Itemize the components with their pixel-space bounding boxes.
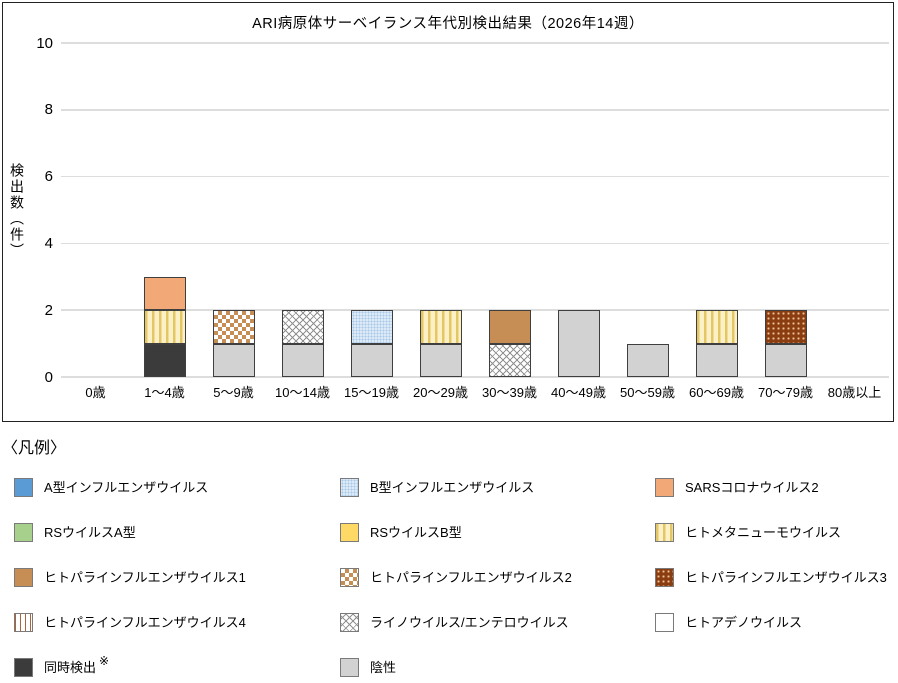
legend-swatch-negative — [340, 658, 359, 677]
gridline-y-0 — [61, 376, 889, 378]
y-tick-label: 6 — [44, 168, 53, 186]
legend-swatch-rsv-a — [14, 523, 33, 542]
legend-label: A型インフルエンザウイルス — [44, 480, 209, 495]
legend-label: ライノウイルス/エンテロウイルス — [370, 615, 569, 630]
legend-label: ヒトパラインフルエンザウイルス4 — [44, 615, 246, 630]
bar-segment-flu-b — [350, 310, 393, 344]
bar-segment-piv3 — [764, 310, 807, 344]
legend-swatch-adeno — [655, 613, 674, 632]
bar-segment-negative — [764, 343, 807, 377]
y-tick-label: 10 — [36, 34, 53, 52]
bar-segment-negative — [212, 343, 255, 377]
chart-area: ARI病原体サーベイランス年代別検出結果（2026年14週） 検出数（件） 0 2… — [2, 2, 894, 422]
legend-swatch-flu-b — [340, 478, 359, 497]
bar-segment-negative — [281, 343, 324, 377]
bar-segment-piv1 — [488, 310, 531, 344]
x-tick-label: 5～9歳 — [213, 385, 254, 400]
x-tick-label: 15～19歳 — [344, 385, 399, 400]
legend-swatch-co-detection — [14, 658, 33, 677]
bar-segment-negative — [419, 343, 462, 377]
legend-label: 同時検出 ※ — [44, 654, 110, 675]
x-tick-label: 80歳以上 — [827, 385, 882, 400]
legend-swatch-piv3 — [655, 568, 674, 587]
bar-segment-co-detection — [143, 343, 186, 377]
y-tick-label: 4 — [44, 234, 53, 252]
x-tick-label: 10～14歳 — [275, 385, 330, 400]
legend-note-mark: ※ — [99, 654, 110, 668]
legend-swatch-hmpv — [655, 523, 674, 542]
legend-label: 陰性 — [370, 660, 397, 675]
bar-segment-negative — [695, 343, 738, 377]
legend-label: B型インフルエンザウイルス — [370, 480, 535, 495]
bar-segment-negative — [557, 310, 600, 377]
gridline-y-8 — [61, 109, 889, 111]
bar-segment-hmpv — [695, 310, 738, 344]
bar-segment-rhino-entero — [281, 310, 324, 344]
bar-segment-sars-cov-2 — [143, 276, 186, 311]
gridline-y-4 — [61, 242, 889, 245]
y-axis-label: 検出数（件） — [9, 163, 25, 259]
gridline-y-6 — [61, 175, 889, 178]
x-tick-label: 50～59歳 — [620, 385, 675, 400]
bar-segment-negative — [626, 343, 669, 377]
x-tick-label: 40～49歳 — [551, 385, 606, 400]
legend-label: RSウイルスA型 — [44, 525, 136, 540]
y-tick-label: 2 — [44, 301, 53, 319]
bar-segment-hmpv — [143, 310, 186, 344]
legend-swatch-sars-cov-2 — [655, 478, 674, 497]
legend-swatch-piv1 — [14, 568, 33, 587]
x-tick-label: 20～29歳 — [413, 385, 468, 400]
x-tick-label: 0歳 — [85, 385, 106, 400]
legend-swatch-flu-a — [14, 478, 33, 497]
y-tick-label: 8 — [44, 101, 53, 119]
legend-swatch-piv2 — [340, 568, 359, 587]
legend-swatch-piv4 — [14, 613, 33, 632]
x-tick-label: 70～79歳 — [758, 385, 813, 400]
legend-swatch-rhino-entero — [340, 613, 359, 632]
bar-segment-negative — [350, 343, 393, 377]
legend-swatch-rsv-b — [340, 523, 359, 542]
legend-label: ヒトパラインフルエンザウイルス1 — [44, 570, 246, 585]
legend-label: ヒトパラインフルエンザウイルス3 — [685, 570, 887, 585]
legend-label: SARSコロナウイルス2 — [685, 480, 819, 495]
x-tick-label: 1～4歳 — [144, 385, 185, 400]
bar-segment-piv2 — [212, 310, 255, 344]
bar-segment-hmpv — [419, 310, 462, 344]
x-tick-label: 60～69歳 — [689, 385, 744, 400]
legend-label: ヒトアデノウイルス — [685, 615, 803, 630]
chart-title: ARI病原体サーベイランス年代別検出結果（2026年14週） — [252, 16, 644, 32]
bar-segment-rhino-entero — [488, 343, 531, 377]
x-tick-label: 30～39歳 — [482, 385, 537, 400]
gridline-y-2 — [61, 309, 889, 311]
legend-label: ヒトパラインフルエンザウイルス2 — [370, 570, 572, 585]
gridline-y-10 — [61, 42, 889, 44]
legend-heading: 〈凡例〉 — [2, 440, 67, 457]
legend-label: RSウイルスB型 — [370, 525, 462, 540]
y-tick-label: 0 — [44, 368, 53, 386]
legend-label: ヒトメタニューモウイルス — [685, 525, 842, 540]
